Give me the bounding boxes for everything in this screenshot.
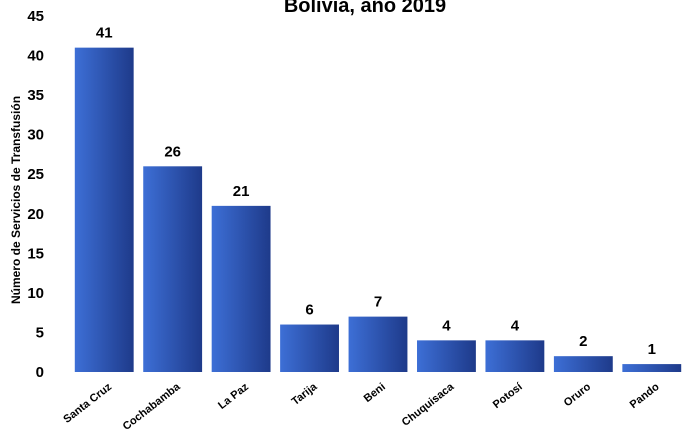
data-label: 21 <box>233 183 250 200</box>
bar <box>622 364 682 372</box>
bars <box>74 47 682 373</box>
data-label: 4 <box>511 317 520 334</box>
bar <box>74 47 134 373</box>
data-label: 2 <box>579 333 587 350</box>
y-tick-label: 5 <box>36 324 44 341</box>
data-label: 4 <box>442 317 451 334</box>
x-tick-label: Santa Cruz <box>61 381 114 426</box>
y-tick-label: 0 <box>36 364 44 381</box>
y-tick-label: 30 <box>27 127 44 144</box>
bar <box>280 324 339 372</box>
y-tick-label: 40 <box>27 48 44 65</box>
y-tick-label: 10 <box>27 285 44 302</box>
data-label: 1 <box>648 341 656 358</box>
x-tick-label: Chuquisaca <box>400 380 457 428</box>
x-tick-label: Pando <box>628 381 662 411</box>
bar <box>553 356 613 372</box>
y-axis-label: Número de Servicios de Transfusión <box>9 96 23 304</box>
x-tick-label: La Paz <box>216 381 251 412</box>
x-tick-label: Cochabamba <box>121 380 184 433</box>
y-axis-ticks: 0 5 10 15 20 25 30 35 40 45 <box>27 8 44 381</box>
chart-title: Bolivia, año 2019 <box>284 0 446 17</box>
bar <box>211 205 271 372</box>
data-label: 6 <box>305 302 313 319</box>
x-axis-ticks: Santa Cruz Cochabamba La Paz Tarija Beni Chuq… <box>61 380 661 433</box>
x-tick-label: Tarija <box>290 380 321 408</box>
y-tick-label: 25 <box>27 166 44 183</box>
x-tick-label: Oruro <box>562 381 594 409</box>
bar <box>348 316 408 372</box>
bar <box>417 340 476 372</box>
y-tick-label: 45 <box>27 8 44 25</box>
y-tick-label: 20 <box>27 206 44 223</box>
data-label: 41 <box>96 25 113 42</box>
data-label: 26 <box>164 143 181 160</box>
bar <box>485 340 545 372</box>
x-tick-label: Potosí <box>491 380 526 411</box>
data-label: 7 <box>374 294 382 311</box>
bar <box>143 166 203 372</box>
x-tick-label: Beni <box>362 381 388 405</box>
y-tick-label: 35 <box>27 87 44 104</box>
y-tick-label: 15 <box>27 245 44 262</box>
